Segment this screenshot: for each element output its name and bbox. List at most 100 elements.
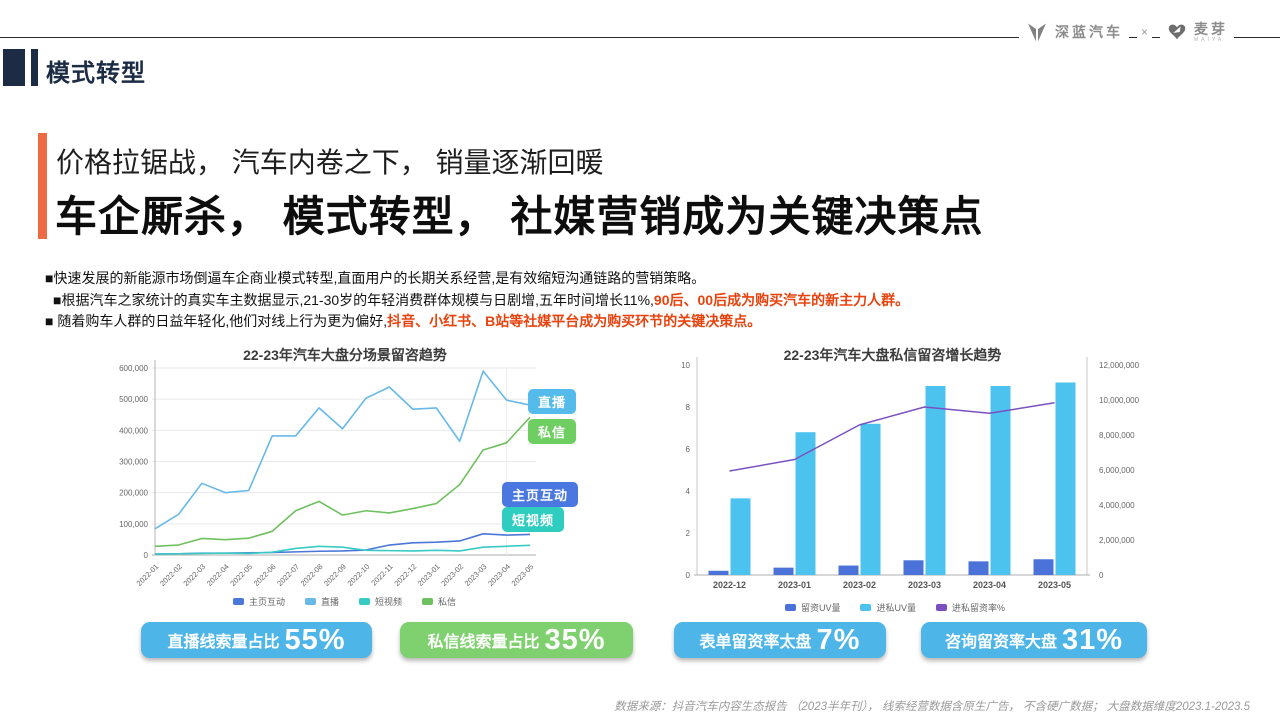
- x-axis-tick: 2022-08: [299, 562, 325, 588]
- x-axis-tick: 2022-12: [713, 580, 746, 590]
- right-axis-tick: 0: [1099, 571, 1104, 580]
- bar-chart-title: 22-23年汽车大盘私信留咨增长趋势: [783, 347, 1002, 363]
- x-axis-tick: 2023-05: [510, 562, 536, 588]
- x-axis-tick: 2022-02: [158, 562, 184, 588]
- line-chart-canvas: 0 100,000 200,000 300,000 400,000 500,000 600,…: [119, 360, 536, 588]
- legend-label: 留资UV量: [800, 603, 841, 613]
- legend-label: 进私留资率%: [952, 603, 1006, 613]
- x-axis-tick: 2022-04: [205, 562, 231, 588]
- bar-进私UV量: [795, 432, 816, 575]
- bar-进私UV量: [1055, 382, 1076, 575]
- x-axis-tick: 2023-02: [843, 580, 876, 590]
- legend-item: 私信: [422, 595, 456, 608]
- line-series-直播: [154, 370, 531, 530]
- brand-logos: 深蓝汽车 × 麦芽 MAIYA: [1018, 18, 1234, 46]
- left-axis-tick: 0: [686, 571, 691, 580]
- line-chart-legend: 主页互动 直播 短视频 私信: [72, 595, 617, 608]
- x-axis-tick: 2023-02: [439, 562, 465, 588]
- legend-swatch: [860, 604, 872, 611]
- bar-进私UV量: [925, 386, 946, 575]
- bar-chart-legend: 留资UV量 进私UV量 进私留资率%: [655, 601, 1135, 614]
- hero-subtitle: 价格拉锯战， 汽车内卷之下， 销量逐渐回暖: [56, 147, 604, 178]
- legend-label: 主页互动: [248, 597, 285, 607]
- line-series-短视频: [154, 544, 531, 555]
- legend-item: 留资UV量: [784, 601, 841, 614]
- axis-tick-label: 200,000: [119, 489, 148, 498]
- x-axis-tick: 2022-03: [181, 562, 207, 588]
- deepal-brand-text: 深蓝汽车: [1054, 24, 1123, 40]
- header-accent-bar-wide: [3, 49, 25, 86]
- legend-item: 短视频: [359, 595, 402, 608]
- legend-swatch: [232, 598, 244, 605]
- legend-label: 进私UV量: [876, 603, 916, 613]
- bar-进私UV量: [990, 386, 1011, 575]
- x-axis-tick: 2022-12: [392, 562, 418, 588]
- line-chart-scene-trend: 22-23年汽车大盘分场景留咨趋势 0 100,000 200,000 300,000…: [100, 343, 645, 625]
- axis-tick-label: 100,000: [119, 520, 148, 529]
- axis-tick-label: 500,000: [119, 395, 148, 404]
- legend-item: 进私留资率%: [936, 601, 1005, 614]
- left-axis-tick: 2: [686, 529, 691, 538]
- bullet-list: ■快速发展的新能源市场倒逼车企商业模式转型,直面用户的长期关系经营,是有效缩短沟…: [45, 268, 909, 333]
- x-axis-tick: 2022-09: [322, 562, 348, 588]
- line-series-进私留资率%: [729, 402, 1055, 472]
- legend-swatch: [304, 598, 316, 605]
- bar-chart-canvas: 0 2 4 6 8 10 0 2,000,000 4,000,000 6,000,000 8,000…: [681, 357, 1140, 590]
- right-axis-tick: 6,000,000: [1099, 466, 1135, 475]
- x-axis-tick: 2023-04: [486, 562, 512, 588]
- series-label-live: 直播: [528, 389, 576, 414]
- bar-留资UV量: [708, 570, 729, 575]
- line-series-私信: [154, 416, 531, 548]
- right-axis-tick: 10,000,000: [1099, 396, 1140, 405]
- x-axis-tick: 2023-03: [463, 562, 489, 588]
- x-axis-tick: 2022-01: [135, 562, 161, 588]
- right-axis-tick: 2,000,000: [1099, 536, 1135, 545]
- bullet-item-1: ■快速发展的新能源市场倒逼车企商业模式转型,直面用户的长期关系经营,是有效缩短沟…: [45, 270, 706, 286]
- stat-badge-consult-retention: 咨询留资率大盘 31%: [921, 622, 1147, 658]
- deepal-brand: 深蓝汽车: [1018, 18, 1129, 46]
- axis-tick-label: 600,000: [119, 364, 148, 373]
- stat-badge-private-msg-leads: 私信线索量占比 35%: [400, 622, 633, 658]
- bar-留资UV量: [1033, 559, 1054, 575]
- bar-进私UV量: [730, 498, 751, 575]
- maiya-logo-icon: [1168, 24, 1186, 40]
- axis-tick-label: 0: [144, 551, 149, 560]
- series-label-short-video: 短视频: [502, 507, 564, 532]
- series-label-homepage: 主页互动: [502, 482, 578, 507]
- bar-留资UV量: [773, 567, 794, 575]
- legend-label: 短视频: [375, 597, 403, 607]
- x-axis-tick: 2023-04: [973, 580, 1006, 590]
- legend-swatch: [784, 604, 796, 611]
- right-axis-tick: 4,000,000: [1099, 501, 1135, 510]
- x-axis-tick: 2023-03: [908, 580, 941, 590]
- legend-item: 直播: [304, 595, 339, 608]
- bullet-item-3: ■ 随着购车人群的日益年轻化,他们对线上行为更为偏好,抖音、小红书、B站等社媒平…: [45, 313, 762, 329]
- legend-label: 直播: [320, 597, 339, 607]
- x-axis-tick: 2022-05: [228, 562, 254, 588]
- x-axis-tick: 2023-01: [778, 580, 811, 590]
- legend-swatch: [359, 598, 370, 605]
- page-title: 车企厮杀， 模式转型， 社媒营销成为关键决策点: [55, 193, 984, 240]
- left-axis-tick: 10: [681, 361, 690, 370]
- bar-留资UV量: [903, 560, 924, 575]
- x-axis-tick: 2023-01: [416, 562, 442, 588]
- deepal-logo-icon: [1027, 23, 1046, 42]
- maiya-brand-subtext: MAIYA: [1194, 36, 1225, 43]
- legend-swatch: [422, 598, 434, 605]
- maiya-brand-text: 麦芽: [1194, 20, 1228, 37]
- series-label-private-msg: 私信: [528, 419, 576, 444]
- bar-进私UV量: [860, 423, 881, 575]
- bar-chart-private-msg-growth: 22-23年汽车大盘私信留咨增长趋势 0 2 4 6 8 10 0 2,000,000 4,00…: [665, 343, 1145, 625]
- right-axis-tick: 12,000,000: [1099, 361, 1140, 370]
- x-axis-tick: 2023-05: [1038, 580, 1071, 590]
- stat-badge-live-leads: 直播线索量占比 55%: [141, 622, 372, 658]
- legend-item: 进私UV量: [860, 601, 916, 614]
- legend-swatch: [936, 604, 947, 611]
- stat-badge-form-retention: 表单留资率太盘 7%: [674, 622, 886, 658]
- hero-accent-bar: [38, 133, 47, 239]
- section-title: 模式转型: [46, 60, 146, 87]
- line-chart-title: 22-23年汽车大盘分场景留咨趋势: [243, 347, 447, 363]
- axis-tick-label: 400,000: [119, 426, 148, 435]
- right-axis-tick: 8,000,000: [1099, 431, 1135, 440]
